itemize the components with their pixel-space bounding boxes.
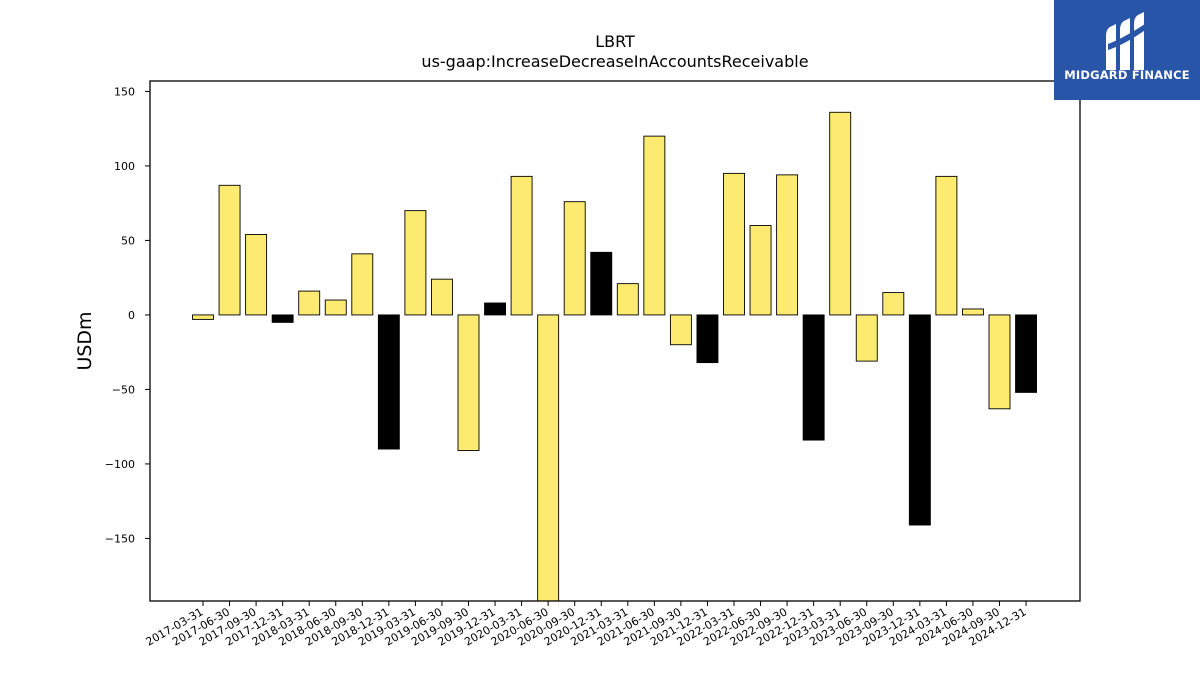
bar-2020-12-31	[590, 251, 613, 316]
y-tick-label: 150	[114, 85, 135, 98]
bar-2022-03-31	[723, 172, 745, 316]
plot-frame	[149, 80, 1081, 602]
y-tick-label: 50	[121, 234, 135, 247]
y-tick-label: 0	[128, 309, 135, 322]
bar-2019-06-30	[431, 278, 453, 316]
bar-2021-06-30	[643, 135, 666, 316]
bar-2020-06-30	[537, 314, 560, 602]
y-tick-label: −150	[105, 532, 135, 545]
bar-2024-12-31	[1015, 314, 1037, 393]
x-axis-ticks: 2017-03-312017-06-302017-09-302017-12-31…	[144, 601, 1029, 649]
chart-subtitle: us-gaap:IncreaseDecreaseInAccountsReceiv…	[421, 52, 809, 71]
bar-2018-09-30	[351, 253, 374, 316]
logo-text: MIDGARD FINANCE	[1064, 68, 1190, 82]
y-tick-label: −50	[112, 383, 135, 396]
bar-2020-09-30	[563, 201, 586, 316]
bar-2019-12-31	[484, 302, 506, 316]
chart-title: LBRT	[595, 32, 635, 51]
bar-2019-03-31	[404, 210, 427, 316]
bar-2018-06-30	[324, 299, 347, 316]
logo: MIDGARD FINANCE	[1054, 0, 1200, 100]
bar-2021-03-31	[616, 283, 639, 316]
bar-2022-12-31	[802, 314, 825, 441]
bar-2018-03-31	[298, 290, 321, 316]
bar-2024-09-30	[988, 314, 1011, 410]
bar-2017-06-30	[218, 184, 241, 316]
bar-2017-09-30	[245, 234, 268, 316]
bar-2018-12-31	[377, 314, 400, 450]
bar-2017-12-31	[271, 314, 294, 323]
y-axis-label: USDm	[74, 311, 96, 370]
bar-2021-09-30	[669, 314, 692, 346]
bar-2019-09-30	[457, 314, 480, 451]
bar-2020-03-31	[510, 175, 533, 316]
bar-2023-09-30	[882, 292, 905, 316]
bar-2021-12-31	[696, 314, 719, 364]
bar-2024-06-30	[962, 308, 984, 316]
logo-mark-icon	[1106, 12, 1148, 70]
bars-group	[192, 111, 1037, 602]
bar-2017-03-31	[192, 314, 214, 320]
y-tick-label: −100	[105, 458, 135, 471]
bar-2022-06-30	[749, 225, 772, 316]
bar-2024-03-31	[935, 175, 958, 316]
bar-2023-12-31	[908, 314, 931, 526]
y-tick-label: 100	[114, 160, 135, 173]
bar-2023-03-31	[829, 111, 852, 316]
bar-2023-06-30	[855, 314, 878, 362]
y-axis-ticks: 150 100 50 0 −50 −100 −150	[105, 85, 150, 545]
bar-2022-09-30	[776, 174, 799, 316]
